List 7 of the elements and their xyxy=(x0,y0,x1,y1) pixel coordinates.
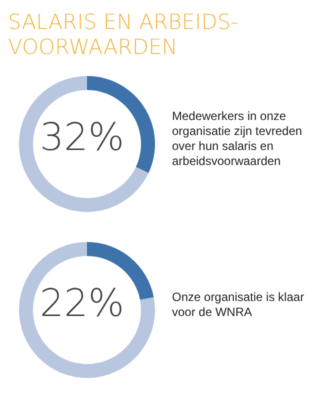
text: 22% xyxy=(38,281,126,325)
donut-slice xyxy=(19,76,149,212)
donut-slice xyxy=(19,242,155,378)
text: Medewerkers in onze organisatie zijn tevreden over hun salaris en arbeidsvoorwaarden xyxy=(172,109,304,169)
text: 32% xyxy=(38,115,126,159)
text: Onze organisatie is klaar voor de WNRA xyxy=(172,290,306,320)
chart-title: SALARIS EN ARBEIDS-VOORWAARDEN xyxy=(7,9,240,61)
